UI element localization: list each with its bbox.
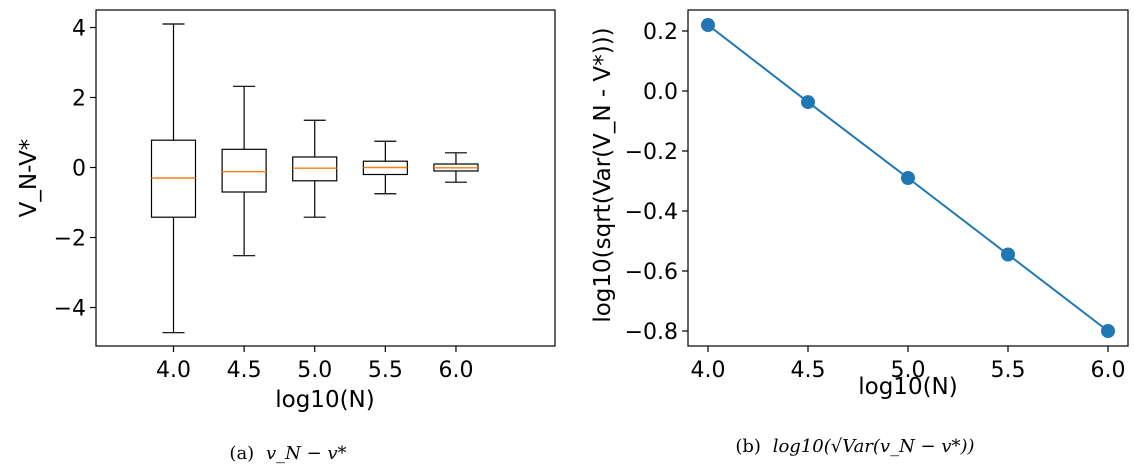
data-point — [1001, 247, 1015, 262]
left-x-tick-label: 6.0 — [438, 358, 473, 383]
data-point — [1101, 324, 1115, 338]
boxplot-chart: 420−2−4 4.0 4.5 5.0 5.5 6.0 log10(N) V_N-V* … — [16, 9, 556, 464]
left-y-ticks: 4 2 0 −2 −4 — [54, 17, 96, 322]
data-point — [901, 171, 915, 185]
right-x-tick-label: 5.0 — [891, 358, 926, 383]
right-x-axis-label: log10(N) — [858, 374, 957, 400]
left-y-tick-label: −2 — [54, 227, 86, 252]
box-6.0 — [433, 152, 479, 183]
box-4.5 — [221, 85, 267, 257]
data-point — [701, 18, 715, 32]
right-y-tick-label: −0.2 — [625, 140, 678, 165]
left-y-tick-label: 2 — [72, 87, 86, 112]
right-x-tick-label: 4.0 — [691, 358, 726, 383]
left-y-tick-label: 0 — [72, 157, 86, 182]
boxplot-series — [150, 23, 479, 334]
left-caption: (a) v_N − v* — [229, 443, 346, 464]
left-x-tick-label: 4.0 — [156, 358, 191, 383]
left-y-tick-label: 4 — [72, 17, 86, 42]
right-y-tick-label: −0.6 — [625, 260, 678, 285]
right-y-tick-label: −0.8 — [625, 320, 678, 345]
box-4.0 — [150, 23, 197, 334]
left-y-tick-label: −4 — [54, 297, 86, 322]
right-y-tick-label: 0.0 — [643, 80, 678, 105]
right-x-tick-label: 6.0 — [1091, 358, 1126, 383]
iqr-box — [221, 148, 267, 193]
left-x-tick-label: 5.5 — [368, 358, 403, 383]
series-points — [701, 18, 1115, 338]
data-point — [801, 95, 815, 110]
left-x-axis-label: log10(N) — [275, 387, 374, 413]
box-5.0 — [292, 119, 338, 218]
left-x-tick-label: 5.0 — [297, 358, 332, 383]
left-y-axis-label: V_N-V* — [16, 139, 42, 218]
right-x-ticks: 4.0 4.5 5.0 5.5 6.0 — [691, 346, 1126, 383]
right-y-axis-label: log10(sqrt(Var(V_N - V*))) — [590, 27, 616, 322]
right-y-tick-label: −0.4 — [625, 200, 678, 225]
line-chart: 0.2 0.0 −0.2 −0.4 −0.6 −0.8 4.0 4.5 5.0 5.5 6.0 l… — [590, 9, 1129, 457]
right-y-ticks: 0.2 0.0 −0.2 −0.4 −0.6 −0.8 — [625, 20, 688, 345]
right-y-tick-label: 0.2 — [643, 20, 678, 45]
right-x-tick-label: 4.5 — [791, 358, 826, 383]
left-x-ticks: 4.0 4.5 5.0 5.5 6.0 — [156, 346, 473, 383]
right-caption-math: log10(√Var(v_N − v*)) — [773, 436, 975, 457]
right-caption-prefix: (b) — [735, 436, 761, 457]
left-caption-prefix: (a) — [229, 443, 254, 464]
right-x-tick-label: 5.5 — [991, 358, 1026, 383]
box-5.5 — [362, 140, 408, 195]
left-plot-frame — [95, 9, 556, 347]
right-caption: (b) log10(√Var(v_N − v*)) — [735, 436, 974, 457]
left-x-tick-label: 4.5 — [227, 358, 262, 383]
left-caption-math: v_N − v* — [266, 443, 347, 464]
